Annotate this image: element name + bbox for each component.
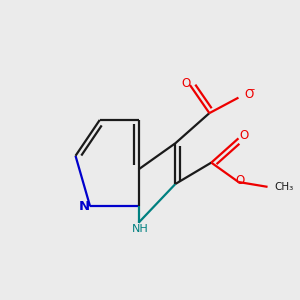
Text: −: − [247,85,256,95]
Text: N: N [79,200,90,213]
Text: O: O [235,174,244,187]
Text: O: O [244,88,254,101]
Text: NH: NH [132,224,148,234]
Text: O: O [239,129,248,142]
Text: CH₃: CH₃ [275,182,294,192]
Text: O: O [181,77,190,90]
